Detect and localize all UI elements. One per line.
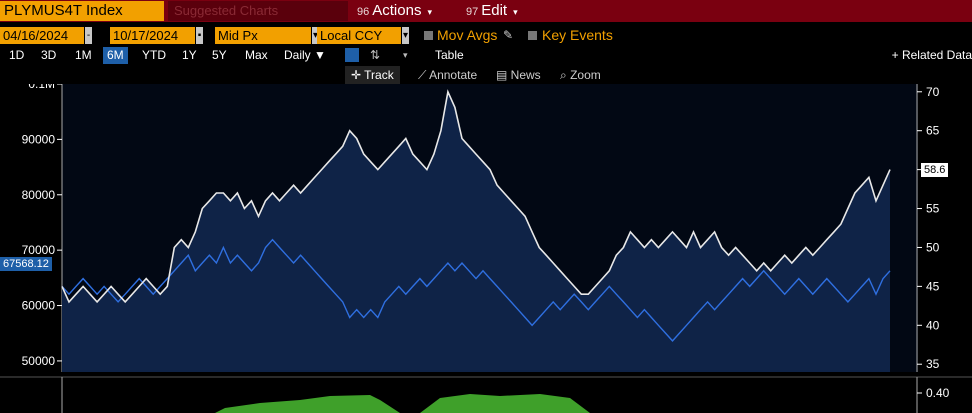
edit-menu[interactable]: 97 Edit ▾ bbox=[466, 1, 518, 21]
start-date-field[interactable]: 04/16/2024 bbox=[0, 27, 84, 44]
news-tool-label: News bbox=[510, 68, 541, 82]
actions-menu-number: 96 bbox=[357, 6, 370, 18]
related-data-button[interactable]: + Related Data bbox=[891, 48, 972, 62]
annotate-tool-label: Annotate bbox=[429, 68, 478, 82]
title-bar: PLYMUS4T Index Suggested Charts 96 Action… bbox=[0, 0, 972, 22]
mov-avgs-label[interactable]: Mov Avgs bbox=[437, 27, 498, 43]
table-button[interactable]: Table bbox=[435, 48, 464, 62]
period-max[interactable]: Max bbox=[245, 48, 268, 62]
chevron-down-icon[interactable]: ▾ bbox=[312, 27, 319, 44]
period-toolbar: 1D 3D 1M 6M YTD 1Y 5Y Max Daily ▼ ⇅ ▾ Ta… bbox=[0, 47, 972, 64]
chevron-down-icon: ▾ bbox=[513, 7, 518, 17]
end-date-field[interactable]: 10/17/2024 bbox=[110, 27, 195, 44]
left-axis-tick-label: 90000 bbox=[22, 132, 56, 146]
chevron-down-icon: ▾ bbox=[427, 7, 432, 17]
left-axis-tick-label: 0.1M bbox=[28, 84, 55, 91]
right-axis-tick-label: 65 bbox=[926, 124, 940, 138]
frequency-label: Daily bbox=[284, 48, 311, 62]
primary-series-line bbox=[61, 89, 891, 304]
chevron-down-icon[interactable]: ▾ bbox=[403, 50, 408, 60]
right-axis-tick-label: 70 bbox=[926, 85, 940, 99]
zoom-tool-label: Zoom bbox=[570, 68, 601, 82]
chart-settings-row: 04/16/2024 - 10/17/2024 ▪ Mid Px ▾ Local… bbox=[0, 27, 972, 45]
zoom-tool[interactable]: ⌕ Zoom bbox=[560, 68, 601, 82]
ticker-field[interactable]: PLYMUS4T Index bbox=[0, 1, 164, 21]
key-events-checkbox[interactable] bbox=[528, 31, 537, 40]
currency-select[interactable]: Local CCY bbox=[317, 27, 401, 44]
last-right-value-tag: 58.6 bbox=[921, 162, 949, 177]
period-ytd[interactable]: YTD bbox=[142, 48, 166, 62]
track-tool[interactable]: ✛ Track bbox=[345, 66, 400, 84]
chevron-down-icon[interactable]: ▾ bbox=[402, 27, 409, 44]
track-tool-label: Track bbox=[364, 68, 394, 82]
period-6m[interactable]: 6M bbox=[103, 47, 128, 64]
period-1m[interactable]: 1M bbox=[75, 48, 92, 62]
calendar-icon[interactable]: ▪ bbox=[196, 27, 203, 44]
edit-menu-number: 97 bbox=[466, 6, 479, 18]
sub-chart-area bbox=[215, 395, 400, 413]
secondary-series-line bbox=[61, 238, 891, 342]
price-field-select[interactable]: Mid Px bbox=[215, 27, 311, 44]
key-events-label[interactable]: Key Events bbox=[542, 27, 613, 43]
left-axis-tick-label: 50000 bbox=[22, 354, 56, 368]
left-axis-tick-label: 80000 bbox=[22, 188, 56, 202]
right-axis-tick-label: 35 bbox=[926, 357, 940, 371]
period-1y[interactable]: 1Y bbox=[182, 48, 197, 62]
actions-menu[interactable]: 96 Actions ▾ bbox=[357, 1, 432, 21]
price-area-fill bbox=[62, 91, 890, 373]
right-axis-tick-label: 45 bbox=[926, 279, 940, 293]
period-5y[interactable]: 5Y bbox=[212, 48, 227, 62]
period-3d[interactable]: 3D bbox=[41, 48, 57, 62]
last-left-value-tag: 67568.12 bbox=[0, 256, 52, 271]
chart-type-icon[interactable]: ⇅ bbox=[370, 48, 381, 62]
left-axis-tick-label: 60000 bbox=[22, 299, 56, 313]
right-axis-tick-label: 55 bbox=[926, 202, 940, 216]
frequency-select[interactable]: Daily ▼ bbox=[284, 48, 326, 62]
left-axis-tick-label: 70000 bbox=[22, 243, 56, 257]
pencil-icon[interactable]: ✎ bbox=[503, 28, 514, 42]
date-separator: - bbox=[85, 27, 92, 44]
edit-menu-label: Edit bbox=[481, 2, 508, 19]
news-tool[interactable]: ▤ News bbox=[496, 68, 541, 82]
sub-chart[interactable]: 0.40 bbox=[0, 376, 972, 413]
right-axis-tick-label: 40 bbox=[926, 318, 940, 332]
actions-menu-label: Actions bbox=[372, 2, 422, 19]
price-chart[interactable]: 0.1M900008000070000600005000070656055504… bbox=[0, 84, 972, 376]
sub-axis-tick-label: 0.40 bbox=[926, 386, 950, 400]
period-1d[interactable]: 1D bbox=[9, 48, 25, 62]
suggested-charts-menu[interactable]: Suggested Charts bbox=[168, 1, 348, 21]
mov-avgs-checkbox[interactable] bbox=[424, 31, 433, 40]
sub-chart-area bbox=[420, 394, 590, 413]
line-chart-icon[interactable] bbox=[345, 48, 359, 62]
right-axis-tick-label: 50 bbox=[926, 240, 940, 254]
annotate-tool[interactable]: ⟋ Annotate bbox=[418, 68, 478, 82]
